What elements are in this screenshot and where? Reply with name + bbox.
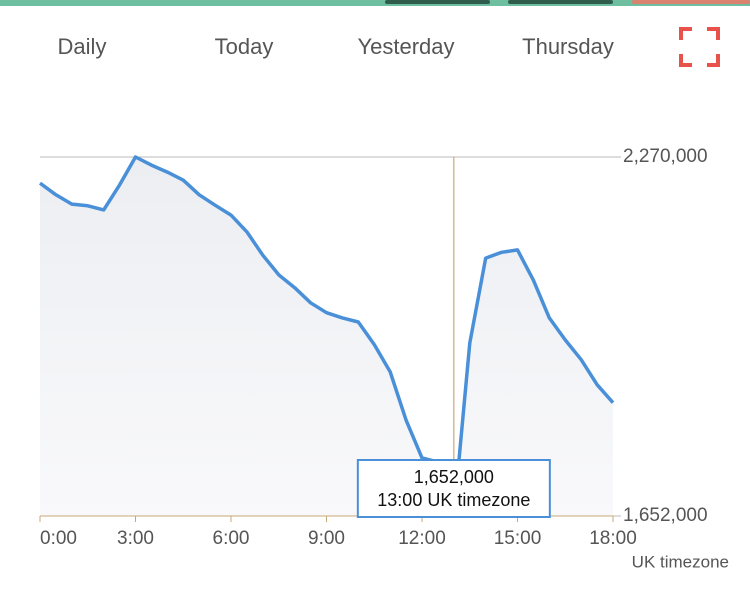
top-button[interactable] xyxy=(385,0,490,4)
line xyxy=(38,155,615,518)
x-tick-label: 6:00 xyxy=(213,528,250,549)
tab[interactable]: Daily xyxy=(58,34,107,59)
tooltip xyxy=(356,459,551,518)
top-button[interactable] xyxy=(508,0,613,4)
x-tick-label: 9:00 xyxy=(308,528,345,549)
x-tick-label: 12:00 xyxy=(398,528,446,549)
fullscreen-icon[interactable] xyxy=(679,27,720,67)
x-tick-label: 15:00 xyxy=(494,528,542,549)
top-button[interactable] xyxy=(632,0,750,4)
area xyxy=(40,157,613,516)
y-tick-label: 2,270,000 xyxy=(623,146,708,167)
top-bar xyxy=(0,0,750,6)
x-tick-label: 18:00 xyxy=(589,528,637,549)
tab[interactable]: Yesterday xyxy=(357,34,454,59)
tab[interactable]: Today xyxy=(215,34,274,59)
y-tick-label: 1,652,000 xyxy=(623,505,708,526)
x-tick-label: 0:00 xyxy=(40,528,77,549)
tooltip-value: 1,652,000 xyxy=(414,467,494,487)
x-tick-label: 3:00 xyxy=(117,528,154,549)
plot: 1,652,000 2,270,000 0:00 3:00 6:00 9:00 12:00 1… xyxy=(38,146,729,571)
tooltip-time: 13:00 UK timezone xyxy=(377,490,530,510)
tab[interactable]: Thursday xyxy=(522,34,614,59)
x-axis-label: UK timezone xyxy=(632,552,729,571)
